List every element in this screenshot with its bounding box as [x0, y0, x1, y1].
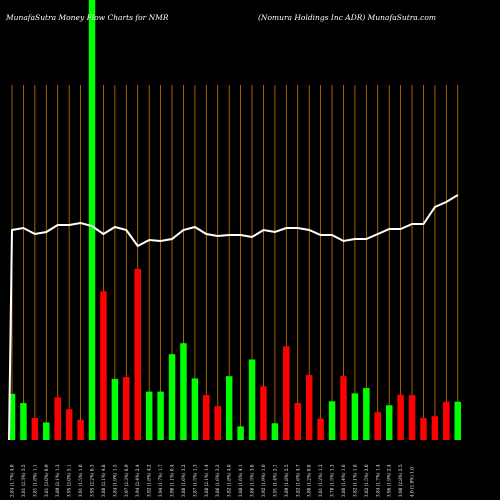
x-tick-label: 3.86 (1.6%) 3.2	[215, 464, 220, 497]
x-tick-label: 3.88 (2.1%) 4.8	[101, 464, 106, 497]
bar	[317, 418, 324, 440]
x-tick-label: 3.80 (1.4%) 1.6	[341, 464, 346, 497]
bar	[43, 422, 50, 440]
bar	[168, 354, 176, 440]
bar	[88, 0, 96, 440]
x-tick-label: 3.82 (1.1%) 1.8	[352, 464, 357, 497]
x-tick-label: 3.88 (1.6%) 3.2	[181, 464, 186, 497]
chart-title-right: (Nomura Holdings Inc ADR) MunafaSutra.co…	[258, 13, 436, 22]
x-tick-label: 3.87 (1.5%) 1.3	[192, 464, 197, 497]
bar	[65, 409, 73, 440]
x-tick-label: 3.81 (2.3%) 3.5	[21, 464, 26, 497]
bar	[283, 346, 290, 440]
x-tick-label: 3.84 (1.7%) 1.4	[375, 464, 380, 497]
bar	[203, 395, 210, 440]
bar	[420, 418, 427, 440]
x-tick-label: 3.89 (2.1%) 1.2	[55, 464, 60, 497]
bar	[225, 376, 233, 440]
bar	[123, 377, 130, 440]
x-tick-label: 3.96 (1.9%) 2.4	[387, 464, 392, 497]
x-tick-label: 3.90 (1.1%) 0.4	[170, 464, 175, 497]
bar	[111, 378, 119, 440]
x-tick-label: 3.81 (3.0%) 0.9	[44, 464, 49, 497]
bar	[454, 401, 462, 440]
x-tick-label: 4.0 (1.9%) 1.0	[410, 467, 415, 497]
x-tick-label: 3.98 (2.8%) 2.5	[398, 464, 403, 497]
bar	[305, 374, 313, 440]
x-tick-label: 3.88 (1.6%) 4.1	[238, 464, 243, 497]
bar	[8, 393, 16, 440]
bar	[157, 391, 164, 440]
bar	[54, 397, 61, 440]
bar	[248, 359, 256, 440]
chart-title-left: MunafaSutra Money Flow Charts for NMR	[5, 13, 169, 22]
bar	[340, 376, 347, 440]
bar	[397, 394, 404, 440]
bar	[191, 378, 199, 440]
x-tick-label: 3.82 (1.8%) 4.0	[227, 464, 232, 497]
bar	[328, 401, 336, 440]
x-tick-label: 3.81 (1.8%) 1.1	[32, 464, 37, 497]
x-tick-label: 3.95 (2.2%) 8.3	[90, 464, 95, 497]
x-tick-label: 3.97 (2.3%) 6.9	[124, 464, 129, 497]
bar	[77, 419, 84, 440]
x-tick-label: 3.91 (1.4%) 2.1	[272, 464, 277, 497]
bar	[134, 268, 141, 440]
x-tick-label: 3.82 (1.5%) 2.0	[364, 464, 369, 497]
x-tick-label: 3.89 (1.8%) 2.5	[284, 464, 289, 497]
bar	[385, 405, 393, 440]
bar	[351, 393, 359, 440]
x-tick-label: 3.78 (1.5%) 1.3	[330, 464, 335, 497]
bar	[271, 423, 279, 440]
bars	[8, 0, 462, 440]
bar	[100, 291, 107, 440]
price-line	[8, 194, 459, 441]
x-tick-label: 3.82 (1.6%) 4.7	[295, 464, 300, 497]
bar	[408, 395, 416, 440]
bar	[443, 401, 450, 440]
bar	[431, 416, 439, 440]
bar	[374, 412, 382, 440]
x-tick-label: 3.91 (1.5%) 1.0	[78, 464, 83, 497]
x-tick-label: 3.94 (1.7%) 1.7	[158, 464, 163, 497]
x-tick-label: 2.84 (1.7%) 4.0	[10, 464, 15, 497]
bar	[260, 386, 267, 440]
x-tick-label: 3.81 (1.2%) 1.2	[318, 464, 323, 497]
bar	[180, 343, 187, 440]
x-tick-label: 3.92 (1.9%) 1.0	[261, 464, 266, 497]
x-tick-label: 3.84 (1.9%) 1.5	[112, 464, 117, 497]
x-tick-label: 3.86 (1.5%) 3.8	[250, 464, 255, 497]
bar	[31, 418, 39, 440]
bar	[145, 391, 153, 440]
x-tick-label: 3.80 (1.2%) 0.8	[307, 464, 312, 497]
x-tick-label: 3.94 (2.4%) 2.4	[135, 464, 140, 497]
x-axis-labels: 2.84 (1.7%) 4.0 3.81 (2.3%) 3.5 3.81 (1.8%…	[10, 464, 415, 497]
bar	[294, 403, 301, 440]
bar	[363, 388, 370, 440]
x-tick-label: 3.88 (2.1%) 1.4	[204, 464, 209, 497]
bar	[214, 406, 221, 440]
x-tick-label: 3.92 (1.8%) 4.2	[147, 464, 152, 497]
x-tick-label: 3.95 (2.0%) 5.1	[67, 464, 72, 497]
bar	[20, 403, 27, 440]
bar	[237, 426, 244, 440]
